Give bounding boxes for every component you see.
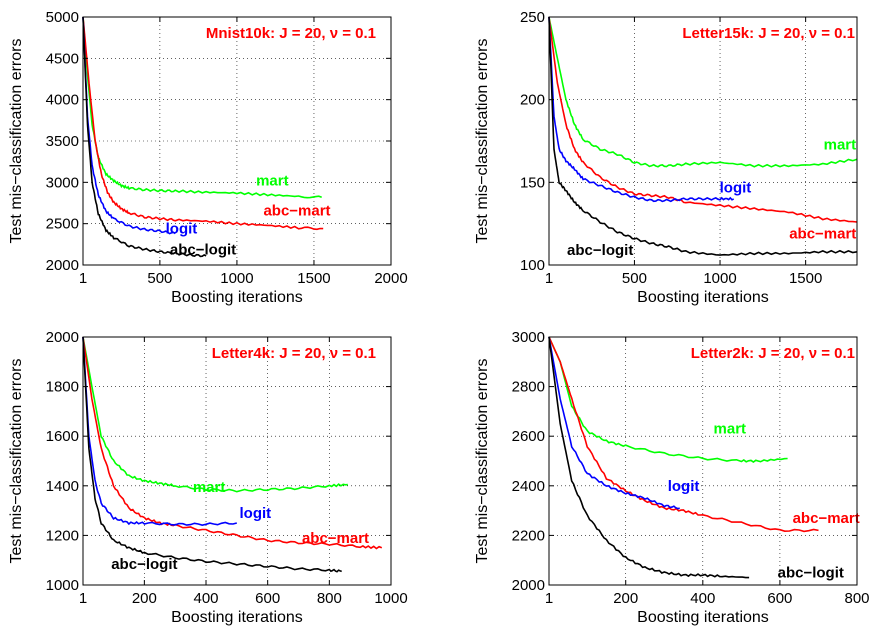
x-tick-label: 1 [79,270,87,287]
series-line-abc−logit [548,16,858,256]
series-label: abc−logit [170,241,236,258]
chart-title: Mnist10k: J = 20, ν = 0.1 [206,25,376,42]
series-label: abc−logit [778,565,844,582]
series-label: logit [166,221,198,238]
x-tick-label: 800 [844,590,869,607]
x-axis-label: Boosting iterations [171,609,303,626]
series-line-abc−mart [82,16,324,231]
y-tick-label: 1800 [46,379,79,396]
y-tick-label: 5000 [46,9,79,26]
y-axis-label: Test mis−classification errors [8,359,25,564]
series-line-mart [82,336,348,493]
y-tick-label: 200 [520,92,545,109]
series-line-abc−logit [82,16,207,258]
x-tick-label: 1 [545,590,553,607]
y-tick-label: 2000 [46,257,79,274]
y-tick-label: 1400 [46,478,79,495]
y-tick-label: 4000 [46,92,79,109]
x-tick-label: 200 [132,590,157,607]
x-tick-label: 1000 [220,270,253,287]
series-label: abc−mart [302,530,369,547]
x-tick-label: 1500 [297,270,330,287]
series-label: abc−mart [793,510,860,527]
series-line-mart [548,336,788,463]
series-label: mart [193,479,226,496]
x-tick-label: 1 [79,590,87,607]
y-tick-label: 1000 [46,577,79,594]
y-tick-label: 250 [520,9,545,26]
x-axis-label: Boosting iterations [637,289,769,306]
chart-title: Letter2k: J = 20, ν = 0.1 [691,345,855,362]
y-tick-label: 2500 [46,216,79,233]
y-axis-label: Test mis−classification errors [474,359,491,564]
plot-area [83,337,391,585]
axes-frame [548,16,858,266]
x-tick-label: 500 [622,270,647,287]
x-tick-label: 400 [690,590,715,607]
chart-4: mart abc−mart logit abc−logit 1 200 400 600 800 2… [474,329,870,626]
series-label: logit [720,179,752,196]
y-tick-label: 4500 [46,50,79,67]
x-tick-label: 200 [613,590,638,607]
series-label: mart [256,173,289,190]
series-line-logit [548,336,680,510]
y-tick-label: 2800 [512,379,545,396]
series-line-logit [82,16,176,235]
series-line-mart [548,16,858,168]
y-tick-label: 3000 [512,329,545,346]
series-line-abc−mart [548,336,819,533]
series-label: abc−mart [263,202,330,219]
x-tick-label: 500 [147,270,172,287]
series-label: mart [714,421,747,438]
series-line-abc−logit [548,336,750,579]
series-line-abc−mart [548,16,858,223]
x-tick-label: 1500 [789,270,822,287]
y-tick-label: 3000 [46,174,79,191]
y-tick-label: 1600 [46,428,79,445]
x-tick-label: 800 [317,590,342,607]
x-tick-label: 2000 [374,270,407,287]
y-tick-label: 150 [520,174,545,191]
series-label: logit [668,478,700,495]
series-label: abc−logit [567,242,633,259]
series-label: logit [240,505,272,522]
y-axis-label: Test mis−classification errors [474,39,491,244]
series-line-logit [548,16,735,203]
series-line-logit [82,336,238,527]
x-axis-label: Boosting iterations [171,289,303,306]
series-label: abc−mart [789,226,856,243]
y-tick-label: 2000 [46,329,79,346]
axes-frame [82,336,392,586]
y-tick-label: 2600 [512,428,545,445]
x-tick-label: 1 [545,270,553,287]
y-tick-label: 3500 [46,133,79,150]
y-tick-label: 2200 [512,527,545,544]
x-tick-label: 1000 [374,590,407,607]
x-tick-label: 600 [255,590,280,607]
y-tick-label: 1200 [46,527,79,544]
series-label: abc−logit [111,556,177,573]
series-label: mart [824,136,857,153]
chart-title: Letter4k: J = 20, ν = 0.1 [212,345,376,362]
series-line-abc−logit [82,336,342,573]
x-tick-label: 600 [767,590,792,607]
y-tick-label: 2400 [512,478,545,495]
y-tick-label: 2000 [512,577,545,594]
x-tick-label: 400 [193,590,218,607]
chart-title: Letter15k: J = 20, ν = 0.1 [682,25,855,42]
y-axis-label: Test mis−classification errors [8,39,25,244]
x-tick-label: 1000 [703,270,736,287]
x-axis-label: Boosting iterations [637,609,769,626]
y-tick-label: 100 [520,257,545,274]
